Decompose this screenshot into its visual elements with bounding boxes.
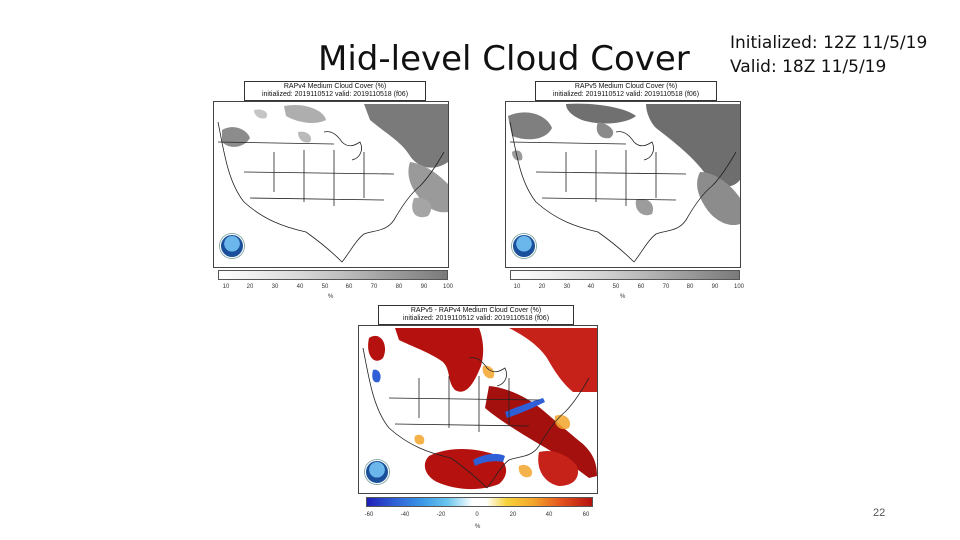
slide-title: Mid-level Cloud Cover <box>318 39 690 79</box>
rapv5-tick: 90 <box>711 284 719 290</box>
rapv5-unit: % <box>620 294 626 300</box>
rapv5-tick: 20 <box>538 284 546 290</box>
rapv4-tick: 10 <box>222 284 230 290</box>
diff-unit: % <box>475 524 481 530</box>
rapv4-unit: % <box>328 294 334 300</box>
diff-title-line1: RAPv5 - RAPv4 Medium Cloud Cover (%) <box>410 307 542 314</box>
rapv5-tick: 40 <box>587 284 595 290</box>
rapv4-colorbar <box>218 270 448 280</box>
rapv4-tick: 90 <box>420 284 428 290</box>
page-number: 22 <box>873 507 886 519</box>
diff-tick: 0 <box>475 512 479 518</box>
rapv5-tick: 10 <box>513 284 521 290</box>
rapv5-cloud-field <box>508 103 740 226</box>
rapv5-colorbar <box>510 270 740 280</box>
diff-map-graphic <box>362 328 597 490</box>
diff-moderate-field <box>414 365 571 478</box>
rapv4-title-line2: initialized: 2019110512 valid: 201911051… <box>261 91 409 98</box>
rapv4-tick: 60 <box>345 284 353 290</box>
rapv5-map-outlines <box>509 121 737 263</box>
diff-tick: 40 <box>545 512 553 518</box>
rapv5-tick: 30 <box>563 284 571 290</box>
rapv5-tick: 70 <box>662 284 670 290</box>
diff-positive-field <box>368 328 597 490</box>
rapv4-cloud-field <box>222 104 448 218</box>
rapv4-tick: 30 <box>271 284 279 290</box>
diff-map-outlines <box>362 347 590 489</box>
noaa-logo-icon <box>220 234 244 258</box>
noaa-logo-icon <box>512 234 536 258</box>
rapv4-map-graphic <box>217 104 448 263</box>
rapv4-map-outlines <box>217 121 445 263</box>
rapv4-tick: 80 <box>395 284 403 290</box>
rapv4-tick: 20 <box>246 284 254 290</box>
diff-tick: -40 <box>400 512 410 518</box>
rapv5-tick: 50 <box>612 284 620 290</box>
diff-map <box>358 325 598 494</box>
rapv5-map <box>505 101 741 268</box>
rapv5-tick: 60 <box>637 284 645 290</box>
rapv4-tick: 70 <box>370 284 378 290</box>
rapv5-map-graphic <box>508 103 740 263</box>
rapv4-tick: 40 <box>296 284 304 290</box>
rapv5-title-line1: RAPv5 Medium Cloud Cover (%) <box>574 83 678 90</box>
diff-title-line2: initialized: 2019110512 valid: 201911051… <box>402 315 550 322</box>
rapv4-title-line1: RAPv4 Medium Cloud Cover (%) <box>283 83 387 90</box>
init-valid-block: Initialized: 12Z 11/5/19 Valid: 18Z 11/5… <box>730 31 927 79</box>
rapv4-panel-title: RAPv4 Medium Cloud Cover (%) initialized… <box>244 81 426 101</box>
rapv5-title-line2: initialized: 2019110512 valid: 201911051… <box>552 91 700 98</box>
diff-tick: 60 <box>582 512 590 518</box>
valid-text: Valid: 18Z 11/5/19 <box>730 57 887 77</box>
rapv5-tick: 80 <box>686 284 694 290</box>
diff-panel-title: RAPv5 - RAPv4 Medium Cloud Cover (%) ini… <box>378 305 574 325</box>
diff-colorbar <box>366 497 593 507</box>
noaa-logo-icon <box>365 460 389 484</box>
rapv5-panel-title: RAPv5 Medium Cloud Cover (%) initialized… <box>535 81 717 101</box>
rapv4-map <box>213 101 449 268</box>
initialized-text: Initialized: 12Z 11/5/19 <box>730 33 928 53</box>
rapv4-tick: 100 <box>442 284 453 290</box>
diff-tick: -60 <box>364 512 374 518</box>
diff-tick: 20 <box>509 512 517 518</box>
rapv4-tick: 50 <box>321 284 329 290</box>
diff-tick: -20 <box>436 512 446 518</box>
rapv5-tick: 100 <box>733 284 744 290</box>
